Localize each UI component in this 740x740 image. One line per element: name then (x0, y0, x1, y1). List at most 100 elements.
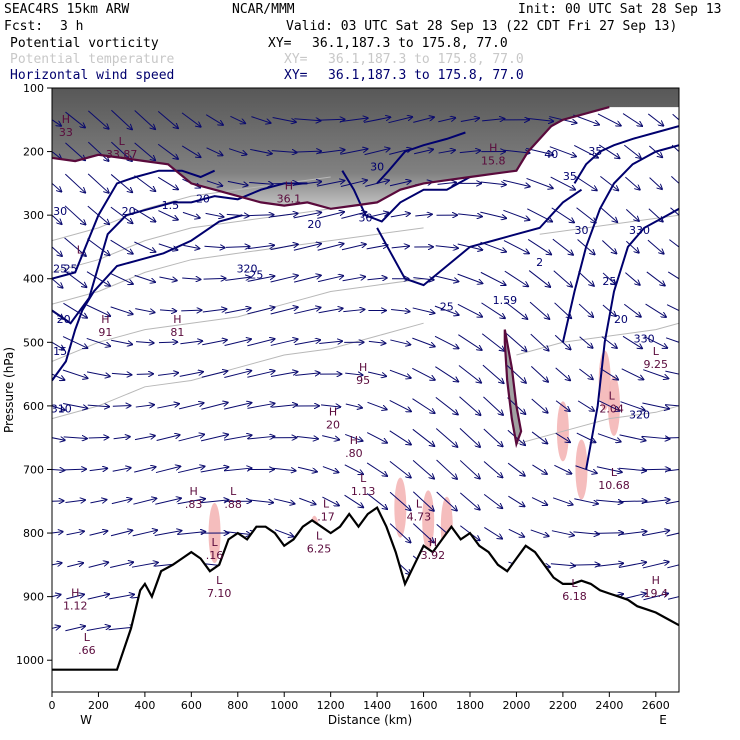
wind-arrow-32 (134, 142, 156, 160)
contour-label-7: 40 (544, 148, 558, 161)
extremum-value-24: 15.8 (481, 155, 506, 168)
wind-arrow-393 (67, 563, 83, 568)
wind-arrow-299 (483, 428, 503, 446)
wind-arrow-303 (576, 432, 596, 442)
wind-arrow-71 (389, 181, 411, 187)
extremum-marker-1: L (119, 135, 126, 148)
wind-arrow-345 (248, 500, 273, 503)
wind-arrow-27 (672, 113, 679, 121)
wind-arrow-115 (110, 239, 133, 254)
x-tick-label-5: 1000 (270, 699, 298, 712)
field-xy-pv: 36.1,187.3 to 175.8, 77.0 (312, 36, 508, 51)
y-tick-label-1: 200 (23, 146, 44, 159)
wind-arrow-205 (247, 339, 274, 347)
wind-arrow-308 (52, 469, 65, 471)
model-title: SEAC4RS 15km ARW (4, 2, 130, 17)
wind-arrow-12 (316, 119, 345, 120)
wind-arrow-102 (458, 214, 482, 217)
wind-arrow-268 (412, 398, 434, 413)
wind-arrow-108 (601, 207, 617, 222)
wind-arrow-326 (459, 460, 480, 478)
extremum-marker-0: H (62, 113, 70, 126)
wind-arrow-275 (577, 400, 594, 411)
field-xy-label-pv: XY= (268, 36, 292, 51)
wind-arrow-148 (225, 277, 250, 281)
wind-arrow-194 (645, 303, 666, 317)
wind-arrow-150 (270, 275, 298, 283)
terrain-fill (52, 507, 679, 692)
wind-arrow-233 (247, 371, 274, 378)
wind-arrow-311 (112, 468, 131, 472)
wind-arrow-104 (503, 209, 529, 220)
extremum-marker-21: L (611, 466, 618, 479)
extremum-marker-5: H (359, 361, 367, 374)
wind-arrow-450 (86, 626, 110, 632)
wind-arrow-53 (623, 144, 641, 158)
extremum-value-11: .17 (317, 511, 335, 524)
wind-arrow-25 (622, 113, 642, 126)
extremum-value-23: 9.25 (644, 358, 669, 371)
wind-arrow-300 (507, 429, 525, 445)
wind-arrow-66 (271, 183, 297, 184)
extremum-value-9: .83 (185, 498, 203, 511)
wind-arrow-207 (294, 340, 320, 346)
wind-arrow-5 (157, 111, 178, 128)
wind-arrow-30 (87, 141, 108, 161)
extremum-marker-20: L (571, 577, 578, 590)
wind-arrow-167 (667, 271, 679, 280)
wind-arrow-112 (52, 246, 62, 256)
wind-arrow-129 (435, 246, 458, 248)
wind-arrow-58 (87, 173, 109, 193)
pink-shading-6 (575, 439, 588, 500)
extremum-marker-11: L (323, 498, 330, 511)
wind-arrow-67 (293, 182, 322, 186)
wind-arrow-188 (505, 301, 528, 319)
wind-arrow-223 (665, 337, 679, 343)
wind-arrow-262 (271, 405, 297, 408)
wind-arrow-334 (641, 469, 670, 470)
extremum-value-8: 1.13 (351, 485, 376, 498)
wind-arrow-196 (52, 341, 64, 350)
wind-arrow-18 (460, 118, 479, 121)
wind-arrow-276 (599, 400, 619, 411)
wind-arrow-56 (52, 182, 62, 191)
wind-arrow-77 (526, 178, 553, 188)
contour-label-6: 25 (440, 301, 454, 314)
wind-arrow-243 (482, 364, 504, 383)
wind-arrow-28 (52, 150, 61, 159)
wind-arrow-121 (247, 245, 274, 250)
wind-arrow-7 (205, 114, 223, 125)
wind-arrow-374 (274, 529, 293, 537)
x-tick-label-2: 400 (134, 699, 155, 712)
wind-arrow-228 (136, 374, 153, 375)
wind-arrow-133 (527, 239, 551, 254)
wind-arrow-285 (156, 435, 180, 441)
wind-arrow-185 (434, 305, 459, 315)
extremum-marker-4: H (173, 313, 181, 326)
wind-arrow-54 (649, 145, 662, 157)
wind-arrow-298 (459, 427, 480, 447)
y-tick-label-2: 300 (23, 209, 44, 222)
wind-arrow-390 (642, 530, 669, 537)
wind-arrow-396 (131, 562, 158, 568)
extremum-marker-25: H (285, 180, 293, 193)
wind-arrow-305 (619, 434, 646, 441)
x-tick-label-0: 0 (49, 699, 56, 712)
wind-arrow-84 (52, 214, 61, 224)
valid-time: Valid: 03 UTC Sat 28 Sep 13 (22 CDT Fri … (286, 19, 678, 34)
wind-arrow-389 (618, 531, 647, 536)
y-axis-label: Pressure (hPa) (2, 347, 16, 433)
x-tick-label-3: 600 (181, 699, 202, 712)
wind-arrow-420 (52, 595, 60, 599)
wind-arrow-332 (596, 466, 622, 472)
wind-arrow-0 (52, 119, 61, 126)
wind-arrow-180 (318, 308, 343, 314)
wind-arrow-91 (205, 212, 224, 217)
extremum-marker-10: L (230, 485, 237, 498)
wind-arrow-24 (597, 113, 621, 126)
wind-arrow-199 (111, 339, 132, 344)
wind-arrow-354 (459, 492, 479, 510)
wind-arrow-151 (293, 275, 321, 283)
wind-arrow-96 (317, 212, 344, 219)
contour-label-13: 1.59 (493, 294, 518, 307)
